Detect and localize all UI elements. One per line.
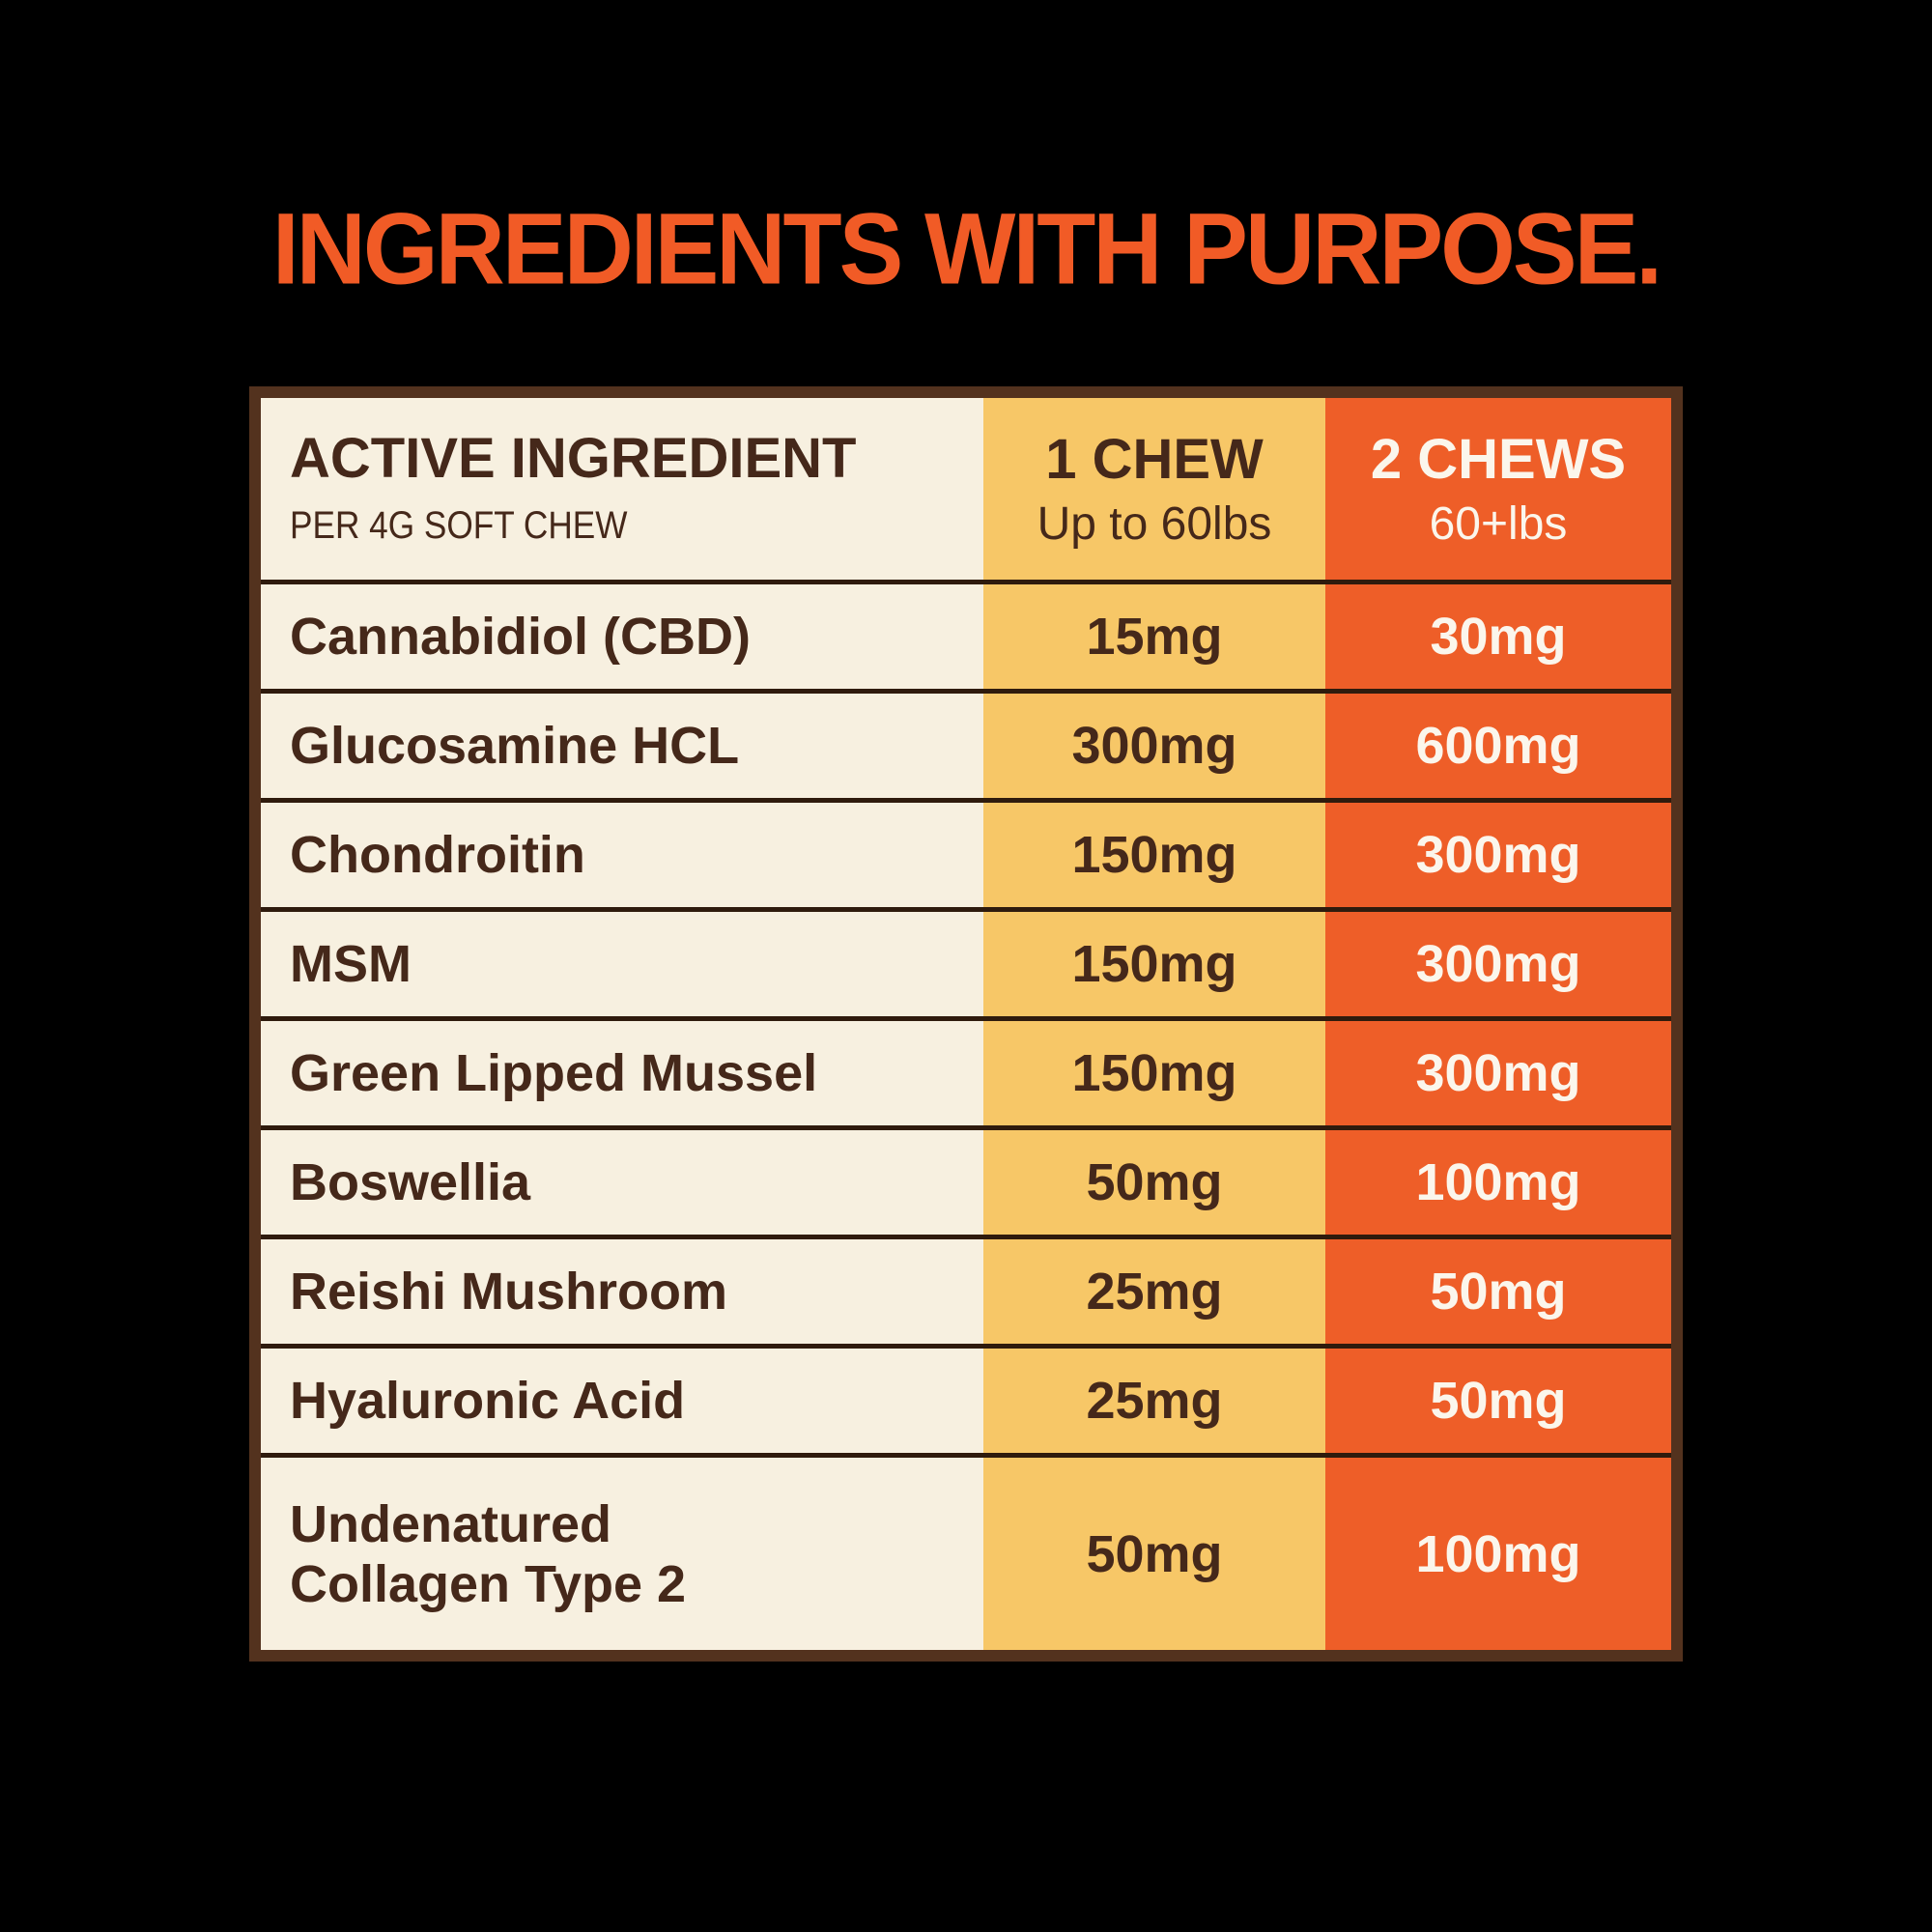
one-chew-value: 25mg <box>1086 1372 1223 1430</box>
two-chews-value: 100mg <box>1415 1524 1581 1583</box>
header-one-chew: 1 CHEW Up to 60lbs <box>983 398 1325 580</box>
ingredient-cell: Cannabidiol (CBD) <box>261 584 983 689</box>
ingredient-name: MSM <box>290 935 412 993</box>
ingredient-cell: Chondroitin <box>261 803 983 907</box>
ingredient-cell: Undenatured Collagen Type 2 <box>261 1458 983 1650</box>
header-one-chew-sublabel: Up to 60lbs <box>1037 498 1272 550</box>
two-chews-cell: 100mg <box>1325 1130 1671 1235</box>
ingredient-cell: Reishi Mushroom <box>261 1239 983 1344</box>
ingredient-cell: MSM <box>261 912 983 1016</box>
ingredient-cell: Green Lipped Mussel <box>261 1021 983 1125</box>
one-chew-value: 25mg <box>1086 1263 1223 1321</box>
header-one-chew-label: 1 CHEW <box>1045 428 1264 491</box>
one-chew-value: 150mg <box>1071 1044 1237 1102</box>
table-row: Boswellia 50mg 100mg <box>261 1125 1671 1235</box>
one-chew-cell: 50mg <box>983 1130 1325 1235</box>
two-chews-cell: 300mg <box>1325 1021 1671 1125</box>
one-chew-value: 300mg <box>1071 717 1237 775</box>
one-chew-value: 150mg <box>1071 935 1237 993</box>
table-row: Reishi Mushroom 25mg 50mg <box>261 1235 1671 1344</box>
two-chews-value: 100mg <box>1415 1153 1581 1211</box>
one-chew-cell: 50mg <box>983 1458 1325 1650</box>
one-chew-value: 15mg <box>1086 608 1223 666</box>
one-chew-cell: 15mg <box>983 584 1325 689</box>
ingredient-name: Hyaluronic Acid <box>290 1372 686 1430</box>
ingredient-name: Reishi Mushroom <box>290 1263 728 1321</box>
table-row: Cannabidiol (CBD) 15mg 30mg <box>261 580 1671 689</box>
one-chew-value: 150mg <box>1071 826 1237 884</box>
two-chews-value: 600mg <box>1415 717 1581 775</box>
two-chews-cell: 50mg <box>1325 1349 1671 1453</box>
ingredient-name: Undenatured Collagen Type 2 <box>290 1494 687 1613</box>
header-active-ingredient-label: ACTIVE INGREDIENT <box>290 427 857 490</box>
header-two-chews: 2 CHEWS 60+lbs <box>1325 398 1671 580</box>
one-chew-cell: 25mg <box>983 1349 1325 1453</box>
ingredient-cell: Glucosamine HCL <box>261 694 983 798</box>
one-chew-cell: 150mg <box>983 803 1325 907</box>
ingredient-name: Cannabidiol (CBD) <box>290 608 751 666</box>
two-chews-value: 300mg <box>1415 826 1581 884</box>
table-row: Hyaluronic Acid 25mg 50mg <box>261 1344 1671 1453</box>
table-row: Undenatured Collagen Type 2 50mg 100mg <box>261 1453 1671 1650</box>
ingredient-cell: Hyaluronic Acid <box>261 1349 983 1453</box>
two-chews-cell: 600mg <box>1325 694 1671 798</box>
two-chews-value: 30mg <box>1430 608 1567 666</box>
one-chew-cell: 25mg <box>983 1239 1325 1344</box>
one-chew-value: 50mg <box>1086 1524 1223 1583</box>
ingredients-table: ACTIVE INGREDIENT PER 4G SOFT CHEW 1 CHE… <box>249 386 1683 1662</box>
table-row: Glucosamine HCL 300mg 600mg <box>261 689 1671 798</box>
two-chews-cell: 300mg <box>1325 803 1671 907</box>
one-chew-cell: 150mg <box>983 1021 1325 1125</box>
header-two-chews-sublabel: 60+lbs <box>1429 498 1568 550</box>
two-chews-value: 300mg <box>1415 1044 1581 1102</box>
header-two-chews-label: 2 CHEWS <box>1370 428 1627 491</box>
one-chew-cell: 150mg <box>983 912 1325 1016</box>
two-chews-cell: 300mg <box>1325 912 1671 1016</box>
two-chews-cell: 50mg <box>1325 1239 1671 1344</box>
two-chews-value: 50mg <box>1430 1263 1567 1321</box>
table-row: MSM 150mg 300mg <box>261 907 1671 1016</box>
table-header-row: ACTIVE INGREDIENT PER 4G SOFT CHEW 1 CHE… <box>261 398 1671 580</box>
ingredient-name: Chondroitin <box>290 826 585 884</box>
table-row: Chondroitin 150mg 300mg <box>261 798 1671 907</box>
two-chews-cell: 30mg <box>1325 584 1671 689</box>
two-chews-value: 300mg <box>1415 935 1581 993</box>
ingredient-cell: Boswellia <box>261 1130 983 1235</box>
ingredient-name: Glucosamine HCL <box>290 717 740 775</box>
ingredient-name: Green Lipped Mussel <box>290 1044 818 1102</box>
header-per-chew-label: PER 4G SOFT CHEW <box>290 504 628 547</box>
two-chews-value: 50mg <box>1430 1372 1567 1430</box>
one-chew-cell: 300mg <box>983 694 1325 798</box>
header-active-ingredient: ACTIVE INGREDIENT PER 4G SOFT CHEW <box>261 398 983 580</box>
page-title: INGREDIENTS WITH PURPOSE. <box>271 192 1662 306</box>
two-chews-cell: 100mg <box>1325 1458 1671 1650</box>
table-row: Green Lipped Mussel 150mg 300mg <box>261 1016 1671 1125</box>
one-chew-value: 50mg <box>1086 1153 1223 1211</box>
ingredient-name: Boswellia <box>290 1153 531 1211</box>
